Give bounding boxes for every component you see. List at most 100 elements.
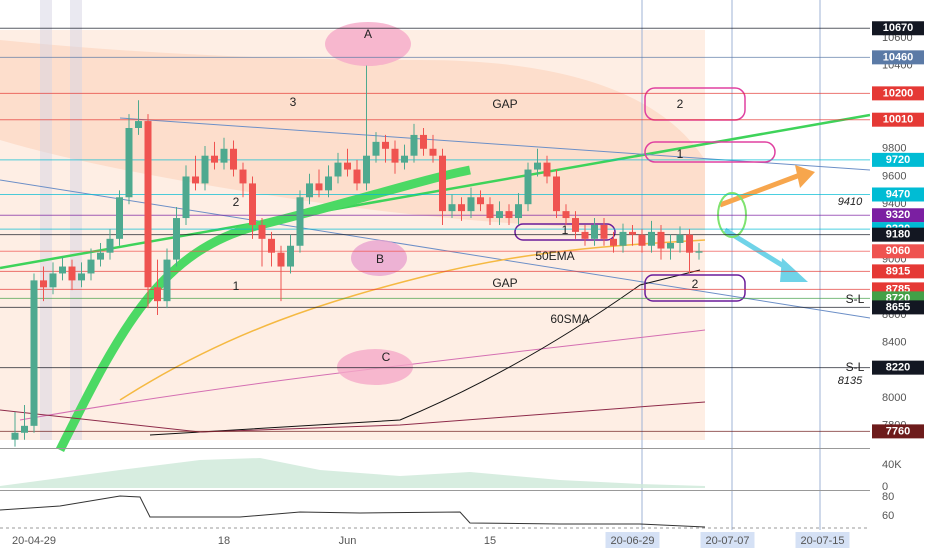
level-tag xyxy=(872,227,924,242)
highlight-band xyxy=(70,0,82,440)
level-tag xyxy=(872,86,924,101)
level-tag xyxy=(872,360,924,375)
sma-long xyxy=(149,269,701,436)
y-tick-label: 8400 xyxy=(882,337,906,349)
candle-body xyxy=(125,128,133,198)
circle-a xyxy=(325,22,411,66)
candle-body xyxy=(239,169,247,184)
level-label: 9720 xyxy=(886,154,910,166)
candle-body xyxy=(363,155,370,184)
candle-body xyxy=(344,162,351,170)
x-tick-label: 15 xyxy=(484,535,496,547)
candle-body xyxy=(106,238,114,253)
candle-body xyxy=(154,287,161,302)
candle-body xyxy=(477,197,484,205)
candle-body xyxy=(40,280,47,288)
level-label: 8915 xyxy=(886,265,910,277)
candle-body xyxy=(629,231,636,235)
candle-body xyxy=(382,141,389,149)
annotation: 9410 xyxy=(838,196,863,208)
candle-body xyxy=(401,155,408,163)
sma-slow xyxy=(0,401,706,433)
level-tag xyxy=(872,424,924,439)
annotation: S-L xyxy=(846,360,865,374)
level-label: 10010 xyxy=(883,114,914,126)
box xyxy=(514,223,616,241)
candle-body xyxy=(448,204,456,212)
annotation: 1 xyxy=(562,223,569,237)
candle-body xyxy=(391,148,399,163)
pane-divider xyxy=(0,448,870,449)
candle-body xyxy=(306,183,313,198)
annotation: B xyxy=(376,252,384,266)
level-label: 8220 xyxy=(886,362,910,374)
volume-tick-label: 40K xyxy=(882,459,902,471)
x-tick-tag xyxy=(795,532,850,548)
candle-body xyxy=(591,224,598,239)
candle-body xyxy=(619,231,627,246)
candle-body xyxy=(325,176,332,191)
candle-body xyxy=(610,238,617,246)
candle-body xyxy=(410,134,418,156)
level-tag xyxy=(872,50,924,65)
level-tag xyxy=(872,152,924,167)
arrow-head xyxy=(795,165,815,188)
candle-body xyxy=(78,273,85,281)
candle-body xyxy=(439,155,446,212)
candle-body xyxy=(296,197,304,246)
level-label: 7760 xyxy=(886,425,910,437)
candle-body xyxy=(581,231,589,239)
y-tick-label: 9800 xyxy=(882,143,906,155)
circle-c xyxy=(337,349,413,385)
candle-body xyxy=(562,211,570,219)
candle-body xyxy=(524,169,532,205)
ema50 xyxy=(119,239,706,401)
candle-body xyxy=(467,197,475,212)
candle-body xyxy=(420,134,427,149)
candle-body xyxy=(258,224,266,239)
annotation: 3 xyxy=(290,95,297,109)
annotation: 8135 xyxy=(838,375,863,387)
x-tick-label: 20-07-15 xyxy=(800,535,844,547)
x-tick-label: 20-06-29 xyxy=(610,535,654,547)
level-label: 9180 xyxy=(886,229,910,241)
x-tick-tag xyxy=(700,532,755,548)
volume-area xyxy=(0,458,705,488)
annotation: 2 xyxy=(677,97,684,111)
x-tick-label: Jun xyxy=(339,535,357,547)
level-label: 9470 xyxy=(886,188,910,200)
x-tick-label: 18 xyxy=(218,535,230,547)
candle-body xyxy=(173,218,180,260)
candle-body xyxy=(353,169,361,184)
candle-body xyxy=(59,266,66,274)
annotation: A xyxy=(364,27,372,41)
candle-body xyxy=(695,251,703,253)
annotation: S-L xyxy=(846,292,865,306)
pane-divider xyxy=(0,490,870,491)
candle-body xyxy=(30,280,38,426)
candle-body xyxy=(211,155,218,163)
candle-body xyxy=(505,211,513,219)
box xyxy=(644,141,776,163)
candle-body xyxy=(657,231,665,249)
x-tick-label: 20-04-29 xyxy=(12,535,56,547)
annotation: 2 xyxy=(692,277,699,291)
candle-body xyxy=(277,252,285,267)
candle-body xyxy=(163,259,171,302)
candle-body xyxy=(676,234,684,243)
osc-tick-label: 60 xyxy=(882,510,894,522)
level-label: 8655 xyxy=(886,301,910,313)
candle-body xyxy=(372,141,380,156)
candle-body xyxy=(686,234,693,253)
annotation: 50EMA xyxy=(535,249,574,263)
candle-body xyxy=(87,259,95,274)
level-label: 9320 xyxy=(886,209,910,221)
candle-body xyxy=(667,242,674,249)
level-tag xyxy=(872,264,924,279)
annotation: 2 xyxy=(233,195,240,209)
level-tag xyxy=(872,112,924,127)
level-tag xyxy=(872,208,924,223)
volume-tick-label: 0 xyxy=(882,481,888,493)
candle-body xyxy=(334,162,342,177)
